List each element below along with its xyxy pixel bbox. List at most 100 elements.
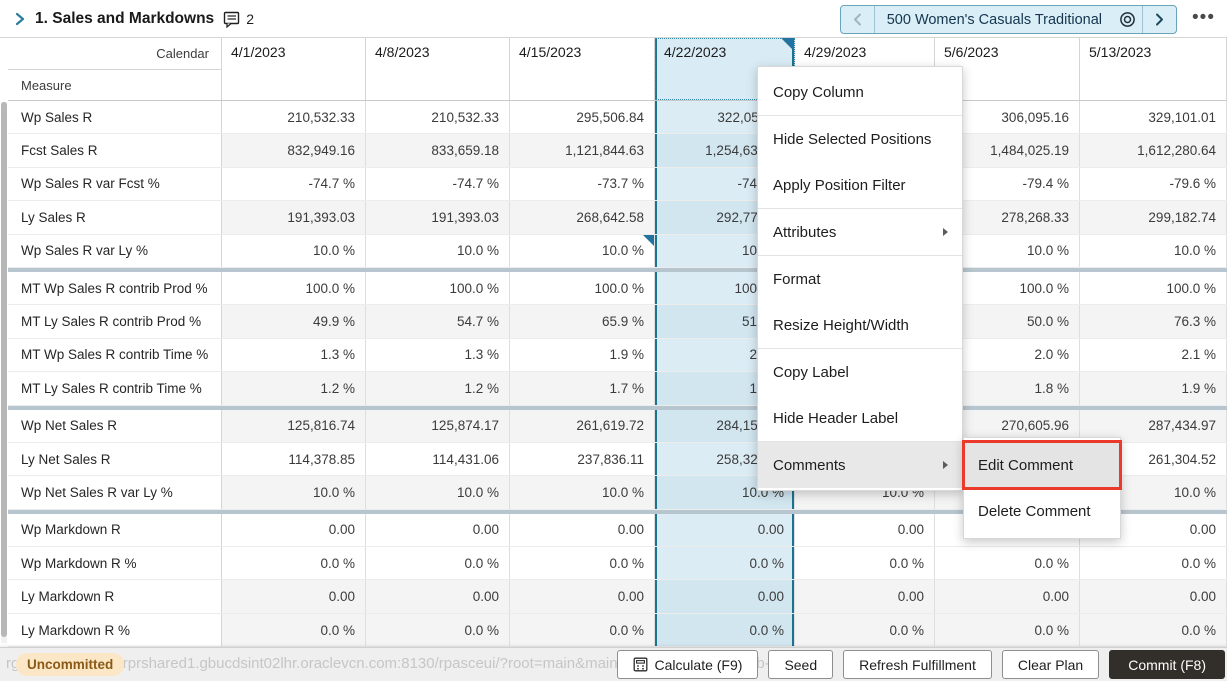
grid-cell[interactable]: 10.0 % (222, 234, 366, 267)
measure-row-label[interactable]: Ly Sales R (8, 201, 222, 234)
grid-cell[interactable]: 2.1 % (1080, 338, 1227, 372)
grid-cell[interactable]: 1.2 % (366, 372, 510, 405)
grid-cell[interactable]: 1.2 % (222, 372, 366, 405)
measure-row-label[interactable]: Ly Markdown R % (8, 613, 222, 647)
grid-cell[interactable]: 100.0 % (510, 271, 655, 305)
grid-cell[interactable]: 832,949.16 (222, 134, 366, 167)
measure-row-label[interactable]: MT Wp Sales R contrib Prod % (8, 271, 222, 305)
grid-cell[interactable]: 10.0 % (222, 476, 366, 509)
grid-cell[interactable]: 114,378.85 (222, 442, 366, 476)
grid-cell[interactable]: 0.0 % (222, 547, 366, 580)
grid-cell[interactable]: 0.00 (655, 580, 795, 613)
grid-cell[interactable]: 1.9 % (510, 338, 655, 372)
grid-cell[interactable]: -79.4 % (935, 167, 1080, 201)
calculate-f9-button[interactable]: Calculate (F9) (616, 650, 759, 679)
grid-cell[interactable]: 1,121,844.63 (510, 134, 655, 167)
grid-cell[interactable]: 0.00 (935, 580, 1080, 613)
grid-cell[interactable]: 0.00 (366, 580, 510, 613)
grid-cell[interactable]: 10.0 % (366, 476, 510, 509)
grid-cell[interactable]: 1.3 % (366, 338, 510, 372)
menu-item-attributes[interactable]: Attributes (758, 209, 962, 255)
grid-cell[interactable]: 261,619.72 (510, 409, 655, 442)
grid-cell[interactable]: 1,612,280.64 (1080, 134, 1227, 167)
measure-row-label[interactable]: Fcst Sales R (8, 134, 222, 167)
measure-row-label[interactable]: Wp Sales R (8, 101, 222, 134)
refresh-fulfillment-button[interactable]: Refresh Fulfillment (843, 650, 992, 679)
grid-cell[interactable]: 10.0 % (510, 476, 655, 509)
grid-cell[interactable]: 0.00 (366, 513, 510, 547)
grid-cell[interactable]: 210,532.33 (366, 101, 510, 134)
grid-cell[interactable]: 329,101.01 (1080, 101, 1227, 134)
vertical-scrollbar[interactable] (1, 102, 7, 643)
measure-row-label[interactable]: Wp Sales R var Fcst % (8, 167, 222, 201)
grid-cell[interactable]: -74.7 % (222, 167, 366, 201)
grid-cell[interactable]: 2.0 % (935, 338, 1080, 372)
expand-chevron-icon[interactable] (14, 12, 26, 26)
seed-button[interactable]: Seed (768, 650, 834, 679)
measure-row-label[interactable]: MT Wp Sales R contrib Time % (8, 338, 222, 372)
grid-cell[interactable]: 0.00 (1080, 580, 1227, 613)
grid-cell[interactable]: 10.0 % (366, 234, 510, 267)
grid-cell[interactable]: 299,182.74 (1080, 201, 1227, 234)
grid-cell[interactable]: 1.9 % (1080, 372, 1227, 405)
menu-item-hide-selected-positions[interactable]: Hide Selected Positions (758, 116, 962, 162)
comment-count-icon[interactable] (223, 11, 241, 28)
grid-cell[interactable]: 191,393.03 (366, 201, 510, 234)
grid-cell[interactable]: 0.0 % (655, 613, 795, 647)
grid-cell[interactable]: 0.0 % (935, 547, 1080, 580)
menu-item-comments[interactable]: Comments (758, 442, 962, 488)
submenu-item-edit-comment[interactable]: Edit Comment (962, 440, 1122, 490)
overflow-menu-icon[interactable]: ••• (1192, 7, 1215, 28)
grid-cell[interactable]: 76.3 % (1080, 305, 1227, 338)
grid-cell[interactable]: 0.00 (222, 580, 366, 613)
column-header-4-15-2023[interactable]: 4/15/2023 (510, 38, 655, 100)
grid-cell[interactable]: 100.0 % (366, 271, 510, 305)
grid-cell[interactable]: 0.0 % (510, 547, 655, 580)
measure-row-label[interactable]: Wp Sales R var Ly % (8, 234, 222, 267)
grid-cell[interactable]: 191,393.03 (222, 201, 366, 234)
measure-row-label[interactable]: Ly Net Sales R (8, 442, 222, 476)
grid-cell[interactable]: 0.0 % (222, 613, 366, 647)
grid-cell[interactable]: 268,642.58 (510, 201, 655, 234)
target-icon[interactable] (1112, 6, 1142, 33)
measure-axis-label[interactable]: Measure (8, 70, 222, 100)
grid-cell[interactable]: 10.0 % (510, 234, 655, 267)
grid-cell[interactable]: 0.0 % (795, 613, 935, 647)
grid-cell[interactable]: 125,874.17 (366, 409, 510, 442)
menu-item-copy-column[interactable]: Copy Column (758, 69, 962, 115)
calendar-axis-label[interactable]: Calendar (8, 38, 222, 70)
menu-item-hide-header-label[interactable]: Hide Header Label (758, 395, 962, 441)
grid-cell[interactable]: 125,816.74 (222, 409, 366, 442)
measure-row-label[interactable]: MT Ly Sales R contrib Prod % (8, 305, 222, 338)
grid-cell[interactable]: 1.3 % (222, 338, 366, 372)
grid-cell[interactable]: 100.0 % (1080, 271, 1227, 305)
menu-item-copy-label[interactable]: Copy Label (758, 349, 962, 395)
grid-cell[interactable]: 10.0 % (935, 234, 1080, 267)
menu-item-apply-position-filter[interactable]: Apply Position Filter (758, 162, 962, 208)
grid-cell[interactable]: 0.00 (510, 513, 655, 547)
next-position-button[interactable] (1142, 6, 1176, 33)
grid-cell[interactable]: 0.00 (655, 513, 795, 547)
grid-cell[interactable]: 287,434.97 (1080, 409, 1227, 442)
grid-cell[interactable]: -73.7 % (510, 167, 655, 201)
submenu-item-delete-comment[interactable]: Delete Comment (978, 502, 1091, 520)
clear-plan-button[interactable]: Clear Plan (1001, 650, 1100, 679)
grid-cell[interactable]: 0.0 % (1080, 547, 1227, 580)
grid-cell[interactable]: 100.0 % (935, 271, 1080, 305)
grid-cell[interactable]: 0.00 (222, 513, 366, 547)
grid-cell[interactable]: 0.0 % (366, 613, 510, 647)
grid-cell[interactable]: 65.9 % (510, 305, 655, 338)
grid-cell[interactable]: 295,506.84 (510, 101, 655, 134)
grid-cell[interactable]: 114,431.06 (366, 442, 510, 476)
measure-row-label[interactable]: Wp Markdown R (8, 513, 222, 547)
grid-cell[interactable]: 0.0 % (1080, 613, 1227, 647)
grid-cell[interactable]: -74.7 % (366, 167, 510, 201)
grid-cell[interactable]: 0.00 (510, 580, 655, 613)
grid-cell[interactable]: 0.00 (795, 580, 935, 613)
grid-cell[interactable]: 833,659.18 (366, 134, 510, 167)
grid-cell[interactable]: 100.0 % (222, 271, 366, 305)
column-header-5-13-2023[interactable]: 5/13/2023 (1080, 38, 1227, 100)
grid-cell[interactable]: 49.9 % (222, 305, 366, 338)
measure-row-label[interactable]: Wp Net Sales R var Ly % (8, 476, 222, 509)
menu-item-resize-height-width[interactable]: Resize Height/Width (758, 302, 962, 348)
